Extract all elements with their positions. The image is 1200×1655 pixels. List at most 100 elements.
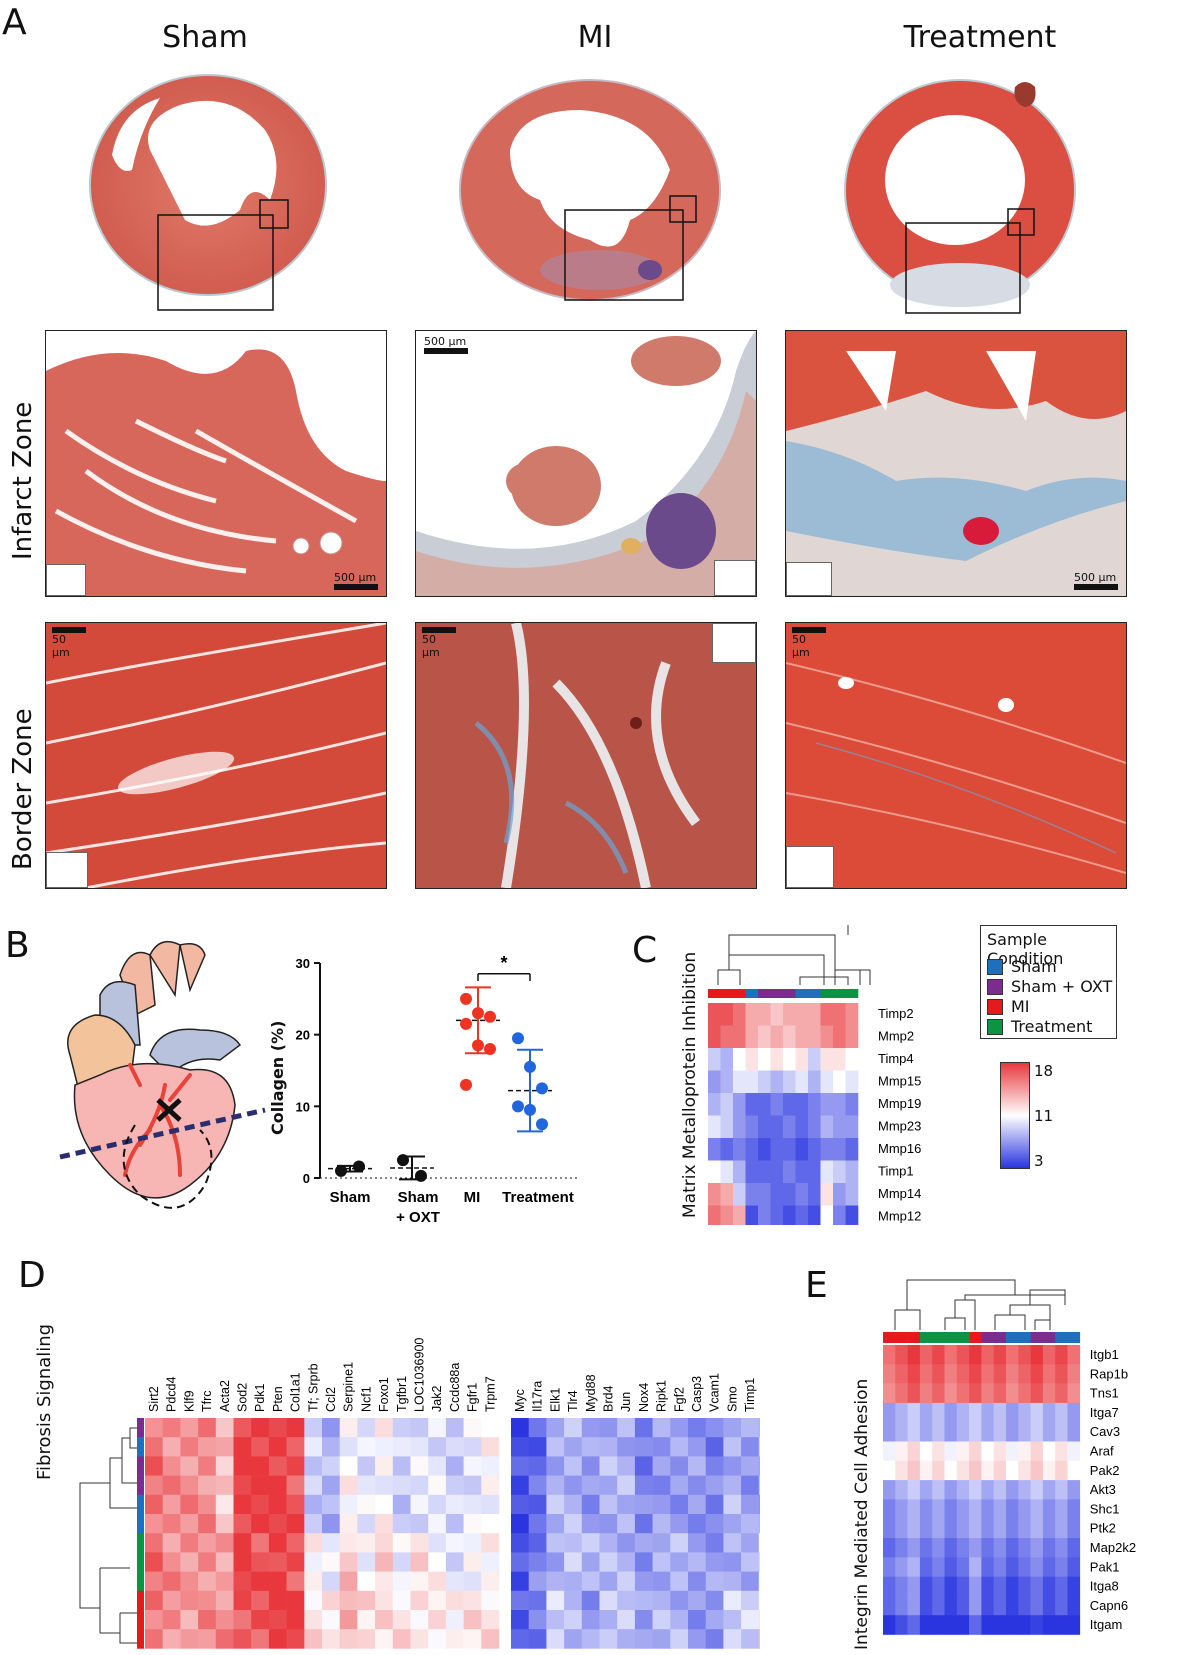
legend-item-mi: MI bbox=[987, 997, 1030, 1016]
heatmap-cell bbox=[956, 1499, 970, 1519]
heatmap-cell bbox=[919, 1518, 933, 1539]
heatmap-cell bbox=[895, 1364, 908, 1384]
heatmap-cell bbox=[410, 1629, 429, 1649]
heatmap-cell bbox=[808, 1115, 821, 1139]
heatmap-cell bbox=[634, 1456, 653, 1476]
heatmap-cell bbox=[445, 1437, 464, 1457]
heatmap-cell bbox=[670, 1456, 689, 1476]
heatmap-cell bbox=[944, 1460, 958, 1481]
heatmap-cell bbox=[1055, 1499, 1068, 1519]
group-color-cell bbox=[708, 989, 721, 998]
heatmap-cell bbox=[162, 1610, 181, 1630]
heatmap-cell bbox=[745, 1160, 759, 1184]
column-label: Nox4 bbox=[637, 1383, 651, 1412]
heatmap-cell bbox=[145, 1571, 163, 1592]
heatmap-cell bbox=[919, 1480, 933, 1500]
inset-thumbnail bbox=[712, 623, 756, 663]
heatmap-cell bbox=[981, 1441, 994, 1462]
heatmap-cell bbox=[599, 1475, 618, 1496]
group-color-cell bbox=[944, 1332, 958, 1343]
heatmap-cell bbox=[322, 1533, 340, 1553]
heatmap-cell bbox=[445, 1590, 464, 1611]
heatmap-cell bbox=[463, 1629, 482, 1649]
heatmap-cell bbox=[932, 1441, 945, 1462]
heatmap-cell bbox=[463, 1418, 482, 1438]
heatmap-cell bbox=[670, 1418, 689, 1438]
heatmap-cell bbox=[445, 1514, 464, 1534]
heatmap-cell bbox=[599, 1552, 618, 1572]
heatmap-cell bbox=[1067, 1402, 1081, 1423]
heatmap-cell bbox=[392, 1514, 411, 1534]
heatmap-cell bbox=[145, 1590, 163, 1611]
heatmap-cell bbox=[758, 1610, 760, 1630]
heatmap-cell bbox=[688, 1571, 706, 1592]
heatmap-cell bbox=[528, 1571, 547, 1592]
heatmap-cell bbox=[528, 1629, 547, 1649]
heatmap-cell bbox=[993, 1518, 1007, 1539]
heatmap-cell bbox=[919, 1383, 933, 1404]
heatmap-cell bbox=[215, 1552, 234, 1572]
heatmap-cell bbox=[481, 1533, 500, 1553]
heatmap-cell bbox=[268, 1629, 287, 1649]
heatmap-cell bbox=[845, 1160, 859, 1184]
heatmap-cell bbox=[969, 1422, 982, 1442]
heatmap-cell bbox=[993, 1460, 1007, 1481]
row-label: Ptk2 bbox=[1090, 1521, 1116, 1536]
heatmap-cell bbox=[564, 1571, 583, 1592]
heatmap-cell bbox=[463, 1610, 482, 1630]
legend-label: Treatment bbox=[1011, 1017, 1093, 1036]
heatmap-cell bbox=[428, 1629, 447, 1649]
heatmap-cell bbox=[1042, 1576, 1056, 1597]
heatmap-cell bbox=[845, 1048, 859, 1071]
heatmap-cell bbox=[634, 1437, 653, 1457]
heatmap-cell bbox=[833, 1093, 846, 1116]
heatmap-cell bbox=[634, 1475, 653, 1496]
heatmap-cell bbox=[564, 1629, 583, 1649]
heatmap-cell bbox=[1055, 1595, 1068, 1616]
heatmap-cell bbox=[463, 1552, 482, 1572]
heatmap-cell bbox=[528, 1610, 547, 1630]
heatmap-cell bbox=[1055, 1538, 1068, 1558]
color-scale-bar bbox=[1000, 1062, 1030, 1169]
heatmap-cell bbox=[770, 1070, 784, 1094]
heatmap-cell bbox=[304, 1418, 323, 1438]
heatmap-cell bbox=[795, 1070, 809, 1094]
heatmap-cell bbox=[1018, 1576, 1031, 1597]
group-color-cell bbox=[1030, 1332, 1044, 1343]
row-label: Capn6 bbox=[1090, 1598, 1128, 1613]
heatmap-cell bbox=[733, 1160, 746, 1184]
heatmap-cell bbox=[162, 1629, 181, 1649]
column-label: Brd4 bbox=[602, 1386, 616, 1412]
heatmap-cell bbox=[286, 1514, 305, 1534]
panel-letter-c: C bbox=[632, 930, 658, 971]
heatmap-cell bbox=[652, 1475, 671, 1496]
row-label: Mmp23 bbox=[878, 1119, 921, 1134]
heatmap-cell bbox=[895, 1576, 908, 1597]
x-category-label: + OXT bbox=[396, 1209, 440, 1226]
heatmap-cell bbox=[720, 1160, 734, 1184]
heatmap-cell bbox=[688, 1514, 706, 1534]
heatmap-cell bbox=[808, 1070, 821, 1094]
group-color-cell bbox=[137, 1590, 144, 1611]
heatmap-cell bbox=[180, 1437, 199, 1457]
heatmap-cell bbox=[723, 1610, 742, 1630]
heatmap-cell bbox=[741, 1590, 760, 1611]
heatmap-cell bbox=[783, 1160, 796, 1184]
heatmap-cell bbox=[981, 1460, 994, 1481]
heatmap-cell bbox=[969, 1615, 982, 1635]
y-tick-label: 0 bbox=[303, 1171, 310, 1186]
heatmap-cell bbox=[410, 1514, 429, 1534]
heatmap-cell bbox=[564, 1514, 583, 1534]
scale-bar-label: 500 µm bbox=[424, 335, 467, 348]
heatmap-cell bbox=[198, 1514, 217, 1534]
heatmap-cell bbox=[705, 1494, 724, 1515]
heatmap-cell bbox=[883, 1595, 896, 1616]
heatmap-cell bbox=[770, 1048, 784, 1071]
heatmap-cell bbox=[883, 1422, 896, 1442]
row-label: Mmp16 bbox=[878, 1141, 921, 1156]
heatmap-cell bbox=[652, 1437, 671, 1457]
group-color-cell bbox=[883, 1332, 896, 1343]
heatmap-cell bbox=[670, 1629, 689, 1649]
heatmap-cell bbox=[268, 1552, 287, 1572]
column-label: Fgfr1 bbox=[466, 1383, 480, 1412]
